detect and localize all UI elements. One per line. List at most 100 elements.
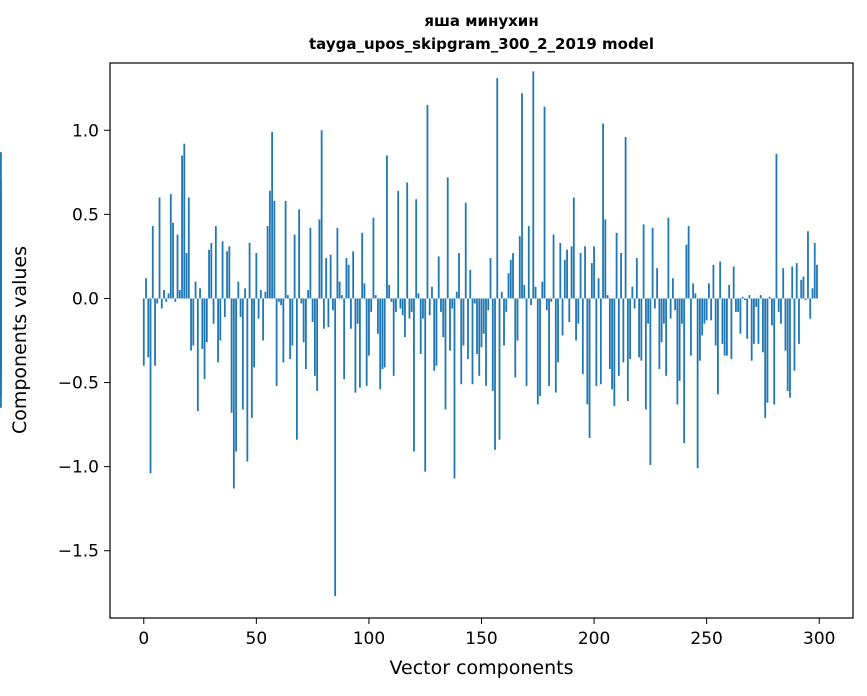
bar xyxy=(307,290,310,299)
bar xyxy=(268,190,271,299)
bar xyxy=(611,298,613,390)
bar xyxy=(739,298,742,334)
bar xyxy=(194,281,197,299)
bar xyxy=(399,298,402,309)
bar xyxy=(590,263,593,299)
bar xyxy=(496,78,499,299)
bar xyxy=(753,298,755,344)
bar xyxy=(221,241,224,299)
chart-subtitle: tayga_upos_skipgram_300_2_2019 model xyxy=(309,35,654,53)
bar xyxy=(363,283,366,299)
bar xyxy=(169,194,172,299)
bar xyxy=(532,71,535,299)
bar xyxy=(374,295,377,299)
bar xyxy=(651,227,654,299)
bar xyxy=(748,295,751,299)
bar xyxy=(613,298,616,407)
y-tick-label: −1.5 xyxy=(58,542,99,562)
bar xyxy=(816,264,818,299)
bar xyxy=(217,298,219,363)
bar xyxy=(347,264,350,299)
bar xyxy=(608,298,611,370)
bar xyxy=(536,298,539,405)
bar xyxy=(208,249,210,299)
bar xyxy=(633,298,636,309)
bar xyxy=(485,298,487,386)
bar xyxy=(381,298,384,370)
bar xyxy=(656,268,659,299)
bar xyxy=(620,253,622,299)
bar xyxy=(552,234,555,299)
x-tick-label: 100 xyxy=(353,629,385,649)
bar xyxy=(183,143,186,299)
bar xyxy=(226,251,228,299)
bar xyxy=(586,298,589,405)
bar xyxy=(545,298,548,311)
bar xyxy=(762,298,764,353)
bar xyxy=(408,298,411,319)
bar xyxy=(568,298,571,322)
bar xyxy=(365,298,368,386)
bar xyxy=(156,298,159,304)
bar xyxy=(514,298,517,378)
bar xyxy=(561,298,564,336)
bar xyxy=(764,298,767,418)
bar xyxy=(604,219,607,299)
bar xyxy=(383,298,386,368)
bar xyxy=(444,298,447,410)
bar xyxy=(404,298,406,338)
bar xyxy=(642,224,645,299)
bar xyxy=(692,283,695,299)
bar xyxy=(415,199,418,299)
bar xyxy=(795,263,798,299)
bar xyxy=(257,298,260,319)
bar xyxy=(154,298,156,366)
bar xyxy=(453,298,456,479)
bar xyxy=(160,298,163,309)
bar xyxy=(462,298,465,346)
bar xyxy=(671,278,674,299)
bar xyxy=(602,123,604,299)
bar xyxy=(768,296,771,299)
bar xyxy=(241,298,244,410)
bar xyxy=(395,298,397,312)
bar xyxy=(0,263,2,299)
bar xyxy=(728,285,731,299)
bar xyxy=(557,298,559,363)
bar xyxy=(498,298,501,440)
bar xyxy=(694,293,697,299)
bar xyxy=(295,298,298,440)
bar xyxy=(435,298,438,366)
bar xyxy=(311,298,314,322)
bar xyxy=(539,298,541,396)
bar xyxy=(458,253,460,299)
bar xyxy=(280,298,283,306)
bar xyxy=(368,298,370,356)
bar xyxy=(460,298,463,385)
bar xyxy=(482,298,485,334)
bar xyxy=(744,298,746,301)
bar xyxy=(617,298,620,376)
bar xyxy=(320,130,323,299)
bar xyxy=(809,298,812,319)
bar xyxy=(813,242,816,299)
bar xyxy=(163,290,165,299)
bar xyxy=(543,106,546,299)
bar xyxy=(559,242,562,299)
bar xyxy=(548,298,550,386)
bar xyxy=(377,298,379,334)
bar xyxy=(329,254,332,299)
bar xyxy=(336,227,339,299)
bar xyxy=(359,298,361,388)
y-tick-label: 0.5 xyxy=(72,205,99,225)
bar xyxy=(388,285,391,299)
bar xyxy=(354,298,357,393)
bar xyxy=(791,266,794,299)
bar xyxy=(755,298,758,307)
bar xyxy=(503,298,505,346)
bar xyxy=(550,298,553,302)
bar xyxy=(757,298,760,344)
bar xyxy=(433,298,436,371)
bar xyxy=(665,298,668,376)
bar xyxy=(455,291,458,299)
